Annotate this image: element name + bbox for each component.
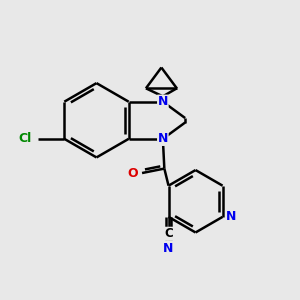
Text: O: O: [127, 167, 138, 179]
Text: N: N: [226, 210, 236, 224]
Text: C: C: [164, 227, 173, 240]
Text: N: N: [158, 132, 168, 146]
Text: N: N: [163, 242, 174, 255]
Text: N: N: [158, 95, 168, 108]
Text: Cl: Cl: [18, 132, 32, 146]
